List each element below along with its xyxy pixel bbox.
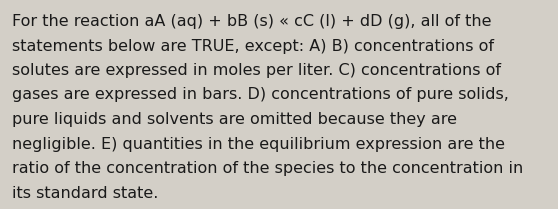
Text: negligible. E) quantities in the equilibrium expression are the: negligible. E) quantities in the equilib… [12, 136, 505, 152]
Text: its standard state.: its standard state. [12, 186, 158, 200]
Text: statements below are TRUE, except: A) B) concentrations of: statements below are TRUE, except: A) B)… [12, 38, 494, 54]
Text: gases are expressed in bars. D) concentrations of pure solids,: gases are expressed in bars. D) concentr… [12, 88, 509, 102]
Text: pure liquids and solvents are omitted because they are: pure liquids and solvents are omitted be… [12, 112, 457, 127]
Text: solutes are expressed in moles per liter. C) concentrations of: solutes are expressed in moles per liter… [12, 63, 501, 78]
Text: ratio of the concentration of the species to the concentration in: ratio of the concentration of the specie… [12, 161, 523, 176]
Text: For the reaction aA (aq) + bB (s) « cC (l) + dD (g), all of the: For the reaction aA (aq) + bB (s) « cC (… [12, 14, 492, 29]
